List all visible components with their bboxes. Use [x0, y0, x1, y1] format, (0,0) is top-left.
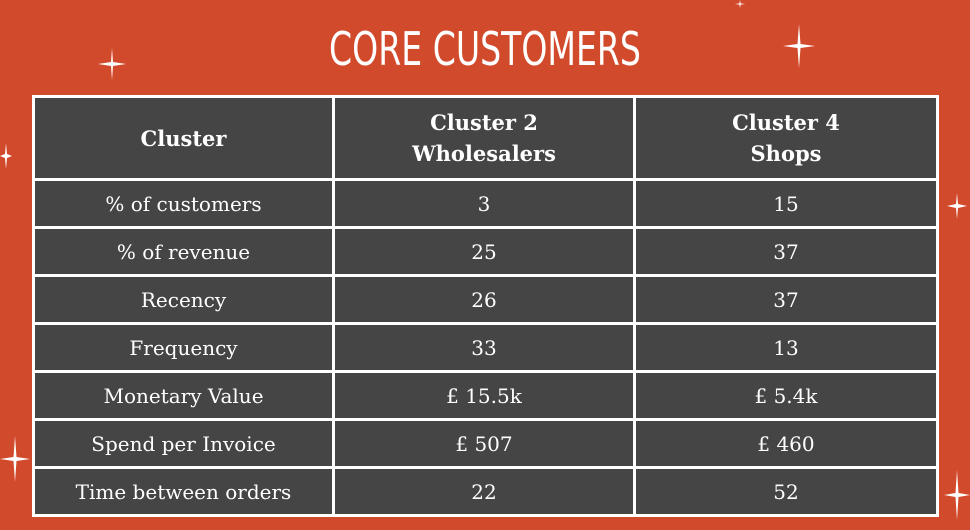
sparkle-icon [0, 436, 30, 482]
table-row: Frequency 33 13 [32, 322, 939, 373]
row-label: % of customers [32, 178, 335, 229]
sparkle-icon [947, 193, 967, 219]
sparkle-icon [783, 24, 815, 68]
cluster-2-value: 22 [332, 466, 636, 517]
table-row: Monetary Value £ 15.5k £ 5.4k [32, 370, 939, 421]
cluster-4-value: 52 [633, 466, 939, 517]
table-row: % of customers 3 15 [32, 178, 939, 229]
cluster-4-value: £ 460 [633, 418, 939, 469]
header-cluster-4-name: Cluster 4 [732, 110, 840, 135]
cluster-2-value: £ 15.5k [332, 370, 636, 421]
cluster-2-value: £ 507 [332, 418, 636, 469]
cluster-4-value: £ 5.4k [633, 370, 939, 421]
row-label: Monetary Value [32, 370, 335, 421]
header-cluster-2-segment: Wholesalers [412, 141, 556, 166]
header-cluster-2: Cluster 2 Wholesalers [332, 95, 636, 181]
cluster-2-value: 33 [332, 322, 636, 373]
table-header-row: Cluster Cluster 2 Wholesalers Cluster 4 Sh… [32, 95, 939, 181]
header-cluster-4-segment: Shops [750, 141, 822, 166]
sparkle-icon [98, 48, 126, 80]
row-label: Time between orders [32, 466, 335, 517]
table-row: Recency 26 37 [32, 274, 939, 325]
cluster-4-value: 15 [633, 178, 939, 229]
customer-clusters-table: Cluster Cluster 2 Wholesalers Cluster 4 Sh… [32, 95, 939, 517]
table-row: Time between orders 22 52 [32, 466, 939, 517]
cluster-4-value: 13 [633, 322, 939, 373]
cluster-2-value: 26 [332, 274, 636, 325]
header-cluster-4: Cluster 4 Shops [633, 95, 939, 181]
header-cluster: Cluster [32, 95, 335, 181]
table-row: Spend per Invoice £ 507 £ 460 [32, 418, 939, 469]
cluster-2-value: 3 [332, 178, 636, 229]
header-cluster-2-name: Cluster 2 [430, 110, 538, 135]
cluster-4-value: 37 [633, 274, 939, 325]
row-label: Recency [32, 274, 335, 325]
page-title: CORE CUSTOMERS [329, 22, 641, 76]
cluster-2-value: 25 [332, 226, 636, 277]
sparkle-icon [735, 0, 745, 8]
row-label: Frequency [32, 322, 335, 373]
table-row: % of revenue 25 37 [32, 226, 939, 277]
row-label: Spend per Invoice [32, 418, 335, 469]
row-label: % of revenue [32, 226, 335, 277]
sparkle-icon [0, 143, 12, 169]
sparkle-icon [944, 470, 970, 520]
header-cluster-label: Cluster [140, 125, 227, 151]
cluster-4-value: 37 [633, 226, 939, 277]
